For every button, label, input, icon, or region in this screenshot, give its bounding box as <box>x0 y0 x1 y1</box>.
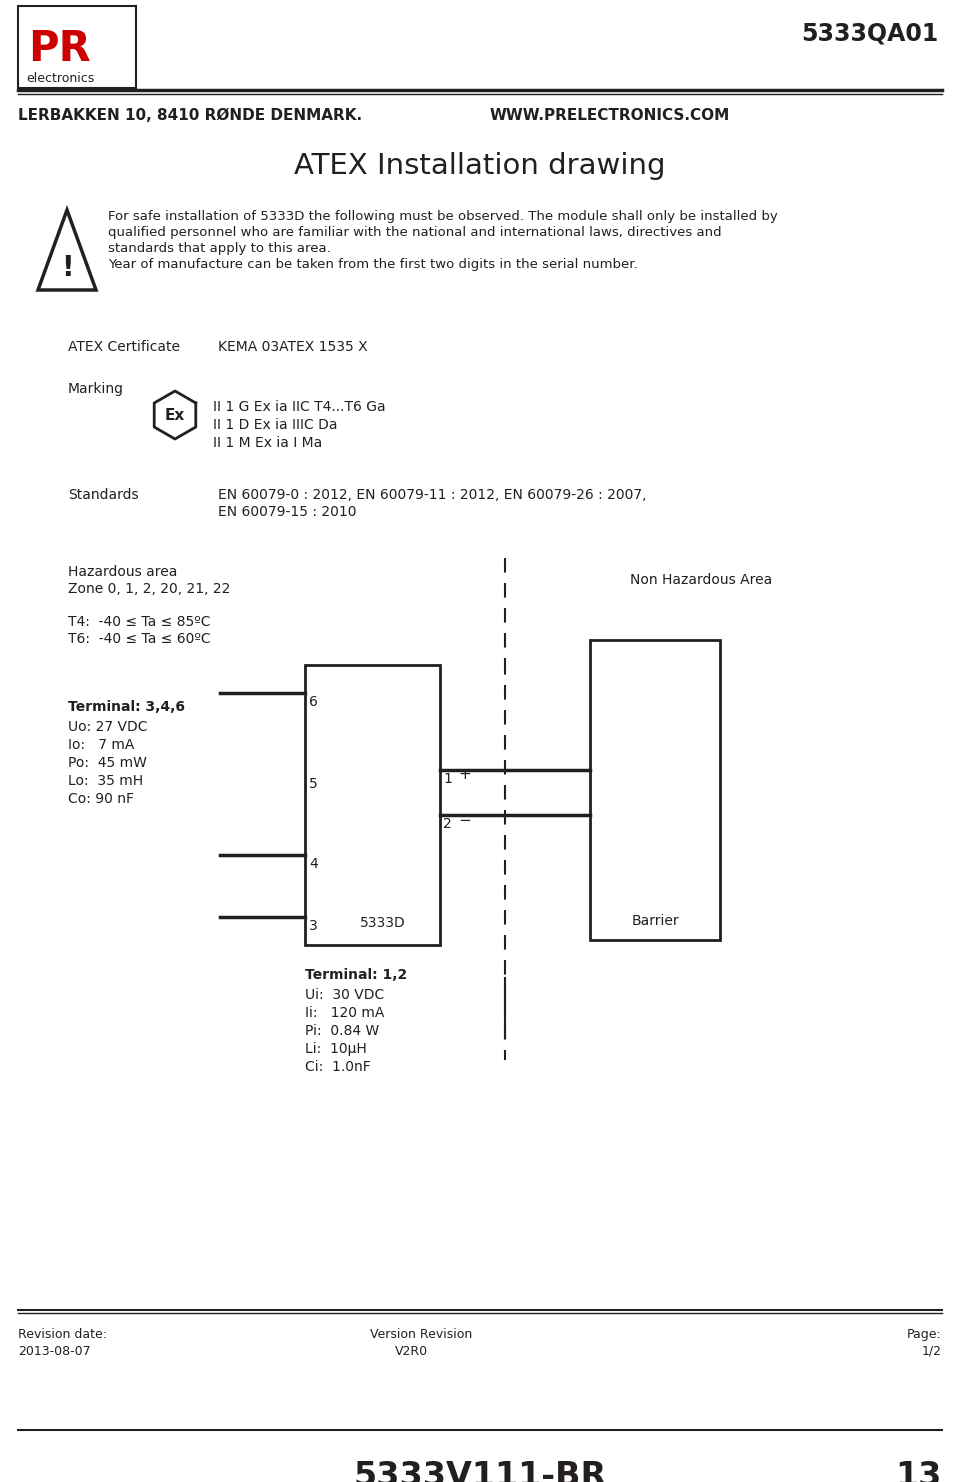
Text: Lo:  35 mH: Lo: 35 mH <box>68 774 143 788</box>
Text: V2R0: V2R0 <box>395 1346 428 1358</box>
Text: Ii:   120 mA: Ii: 120 mA <box>305 1006 384 1020</box>
Text: ATEX Installation drawing: ATEX Installation drawing <box>295 153 665 179</box>
Text: Terminal: 1,2: Terminal: 1,2 <box>305 968 407 983</box>
Text: 1/2: 1/2 <box>922 1346 942 1358</box>
Text: Pi:  0.84 W: Pi: 0.84 W <box>305 1024 379 1037</box>
Text: Page:: Page: <box>907 1328 942 1341</box>
Text: KEMA 03ATEX 1535 X: KEMA 03ATEX 1535 X <box>218 339 368 354</box>
Text: 2: 2 <box>443 817 452 831</box>
Text: 4: 4 <box>309 857 318 871</box>
Text: LERBAKKEN 10, 8410 RØNDE DENMARK.: LERBAKKEN 10, 8410 RØNDE DENMARK. <box>18 108 362 123</box>
Text: ATEX Certificate: ATEX Certificate <box>68 339 180 354</box>
Text: Non Hazardous Area: Non Hazardous Area <box>630 574 772 587</box>
Text: T6:  -40 ≤ Ta ≤ 60ºC: T6: -40 ≤ Ta ≤ 60ºC <box>68 631 210 646</box>
Text: Standards: Standards <box>68 488 138 502</box>
Text: 5333V111-BR: 5333V111-BR <box>353 1460 607 1482</box>
Text: Terminal: 3,4,6: Terminal: 3,4,6 <box>68 700 185 714</box>
Text: Version Revision: Version Revision <box>370 1328 472 1341</box>
Text: standards that apply to this area.: standards that apply to this area. <box>108 242 331 255</box>
Text: Hazardous area: Hazardous area <box>68 565 178 579</box>
Text: EN 60079-0 : 2012, EN 60079-11 : 2012, EN 60079-26 : 2007,: EN 60079-0 : 2012, EN 60079-11 : 2012, E… <box>218 488 646 502</box>
Text: Io:   7 mA: Io: 7 mA <box>68 738 134 751</box>
Text: Zone 0, 1, 2, 20, 21, 22: Zone 0, 1, 2, 20, 21, 22 <box>68 582 230 596</box>
Text: II 1 M Ex ia I Ma: II 1 M Ex ia I Ma <box>213 436 323 451</box>
Bar <box>590 640 720 940</box>
Text: 6: 6 <box>309 695 318 708</box>
Text: electronics: electronics <box>26 73 94 84</box>
Text: 13: 13 <box>896 1460 942 1482</box>
Text: Year of manufacture can be taken from the first two digits in the serial number.: Year of manufacture can be taken from th… <box>108 258 637 271</box>
Text: Ui:  30 VDC: Ui: 30 VDC <box>305 988 384 1002</box>
Text: WWW.PRELECTRONICS.COM: WWW.PRELECTRONICS.COM <box>490 108 731 123</box>
Text: 5333D: 5333D <box>360 916 405 931</box>
Text: 5: 5 <box>309 777 318 791</box>
Text: T4:  -40 ≤ Ta ≤ 85ºC: T4: -40 ≤ Ta ≤ 85ºC <box>68 615 210 628</box>
Text: 1: 1 <box>443 772 452 785</box>
Text: Co: 90 nF: Co: 90 nF <box>68 791 134 806</box>
Text: +: + <box>458 768 470 782</box>
Text: Ci:  1.0nF: Ci: 1.0nF <box>305 1060 371 1074</box>
Text: Barrier: Barrier <box>631 914 679 928</box>
Text: Po:  45 mW: Po: 45 mW <box>68 756 147 771</box>
Text: II 1 G Ex ia IIC T4...T6 Ga: II 1 G Ex ia IIC T4...T6 Ga <box>213 400 386 413</box>
Text: 2013-08-07: 2013-08-07 <box>18 1346 90 1358</box>
Text: EN 60079-15 : 2010: EN 60079-15 : 2010 <box>218 505 356 519</box>
Text: 5333QA01: 5333QA01 <box>801 22 938 46</box>
Text: Marking: Marking <box>68 382 124 396</box>
Text: Li:  10μH: Li: 10μH <box>305 1042 367 1057</box>
Text: PR: PR <box>28 28 91 70</box>
Text: !: ! <box>60 253 73 282</box>
Bar <box>18 6 136 87</box>
Text: For safe installation of 5333D the following must be observed. The module shall : For safe installation of 5333D the follo… <box>108 210 778 222</box>
Text: Revision date:: Revision date: <box>18 1328 107 1341</box>
Text: −: − <box>458 814 470 828</box>
Text: Uo: 27 VDC: Uo: 27 VDC <box>68 720 148 734</box>
Text: II 1 D Ex ia IIIC Da: II 1 D Ex ia IIIC Da <box>213 418 338 431</box>
Bar <box>305 665 440 946</box>
Text: qualified personnel who are familiar with the national and international laws, d: qualified personnel who are familiar wit… <box>108 225 722 239</box>
Text: Ex: Ex <box>165 408 185 422</box>
Text: 3: 3 <box>309 919 318 934</box>
